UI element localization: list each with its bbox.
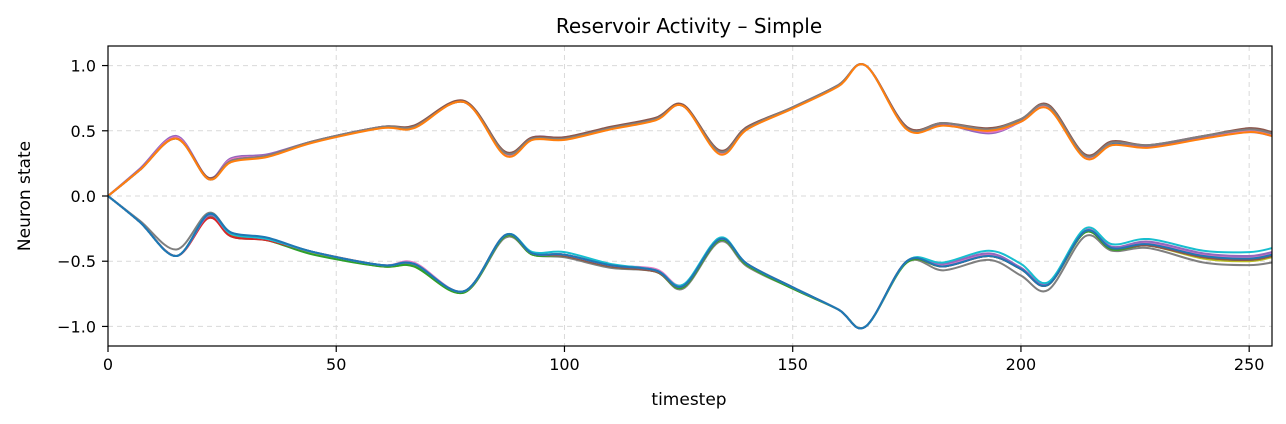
series-line-upper-4 bbox=[108, 63, 1272, 197]
grid bbox=[107, 46, 1272, 346]
x-tick-label: 0 bbox=[103, 355, 113, 374]
series-line-lower-6 bbox=[108, 195, 1272, 330]
series-line-lower-14 bbox=[108, 195, 1272, 330]
series-line-lower-12 bbox=[108, 195, 1272, 330]
chart-title: Reservoir Activity – Simple bbox=[556, 14, 822, 38]
y-axis-label: Neuron state bbox=[15, 141, 35, 251]
y-tick-label: 0.5 bbox=[71, 122, 96, 141]
x-axis: 0 50 100 150 200 250 bbox=[103, 346, 1265, 374]
x-tick-label: 50 bbox=[326, 355, 346, 374]
x-axis-label: timestep bbox=[651, 390, 726, 410]
series-line-lower-11 bbox=[108, 195, 1272, 330]
y-tick-label: 0.0 bbox=[71, 187, 96, 206]
series-line-lower-13 bbox=[108, 195, 1272, 330]
series-line-upper-1 bbox=[108, 63, 1272, 197]
series-line-lower-10 bbox=[108, 195, 1272, 330]
y-tick-label: −0.5 bbox=[57, 252, 96, 271]
x-tick-label: 200 bbox=[1006, 355, 1037, 374]
series-line-upper-5 bbox=[108, 63, 1272, 197]
series-line-upper-2 bbox=[108, 63, 1272, 197]
series-layer bbox=[108, 63, 1272, 330]
x-tick-label: 150 bbox=[777, 355, 808, 374]
series-line-upper-0 bbox=[108, 63, 1272, 197]
series-line-lower-8 bbox=[108, 195, 1272, 330]
y-tick-label: 1.0 bbox=[71, 57, 96, 76]
series-line-upper-3 bbox=[108, 63, 1272, 197]
y-tick-label: −1.0 bbox=[57, 317, 96, 336]
y-axis: 1.0 0.5 0.0 −0.5 −1.0 bbox=[57, 57, 108, 336]
x-tick-label: 250 bbox=[1234, 355, 1265, 374]
x-tick-label: 100 bbox=[549, 355, 580, 374]
series-line-lower-7 bbox=[108, 195, 1272, 330]
series-line-lower-9 bbox=[108, 195, 1272, 330]
